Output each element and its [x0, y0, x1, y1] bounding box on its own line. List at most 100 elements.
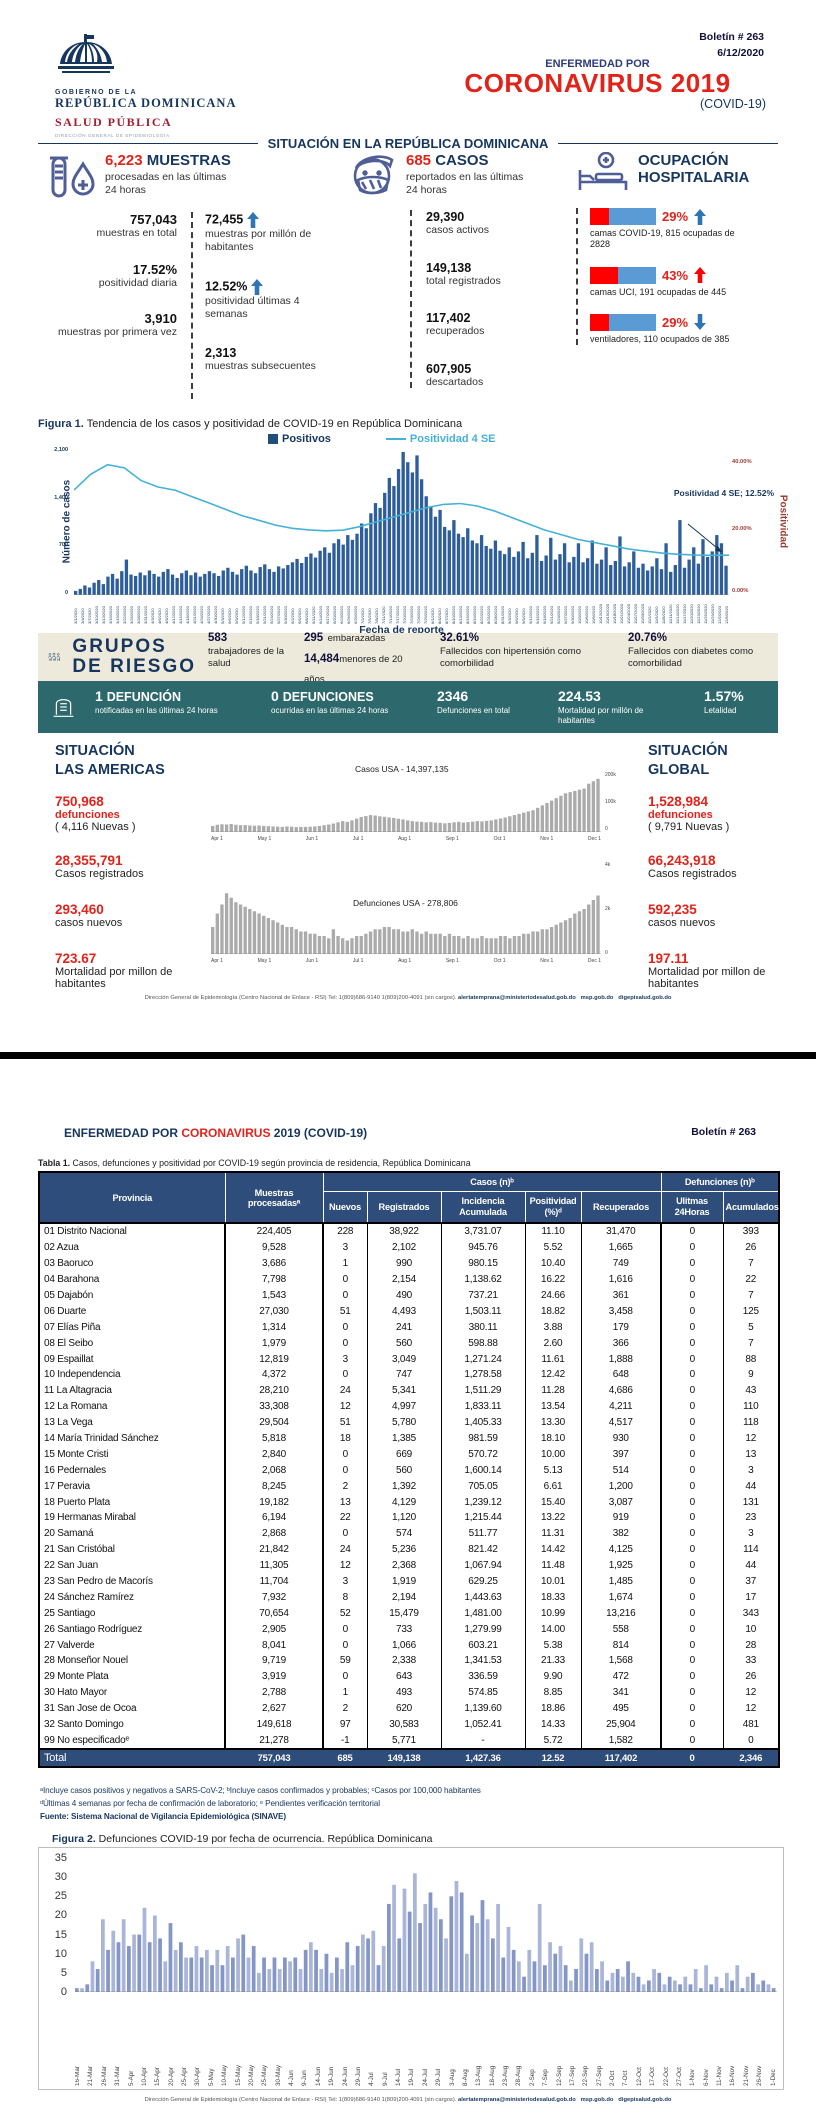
- fig1-x-tick: 11/29/2020: [710, 604, 715, 624]
- bar: [517, 936, 521, 954]
- total-cell: 2,346: [722, 1748, 780, 1768]
- fig2-x-tick: 9-Jul: [381, 2072, 389, 2086]
- cell-provincia: 21 San Cristóbal: [44, 1544, 115, 1556]
- fig1-x-tick: 7/26/2020: [416, 606, 421, 624]
- ocupacion-row: 29% camas COVID-19, 815 ocupadas de 2828: [590, 208, 735, 250]
- table-row: 29 Monte Plata 3,919 0 643 336.59 9.90 472 0 26: [39, 1668, 780, 1685]
- cell-provincia: 24 Sánchez Ramírez: [44, 1591, 134, 1603]
- bar: [280, 924, 284, 954]
- cell-provincia: 08 El Seibo: [44, 1337, 93, 1349]
- fig1-x-tick: 7/29/2020: [423, 606, 428, 624]
- bar: [74, 590, 78, 595]
- bar: [350, 539, 355, 595]
- cell: 495: [580, 1700, 662, 1717]
- cell: 0: [660, 1367, 724, 1383]
- cell: 669: [366, 1446, 441, 1463]
- up-arrow-icon: [246, 212, 259, 228]
- bar: [252, 825, 257, 832]
- cell: 43: [722, 1382, 780, 1399]
- bar: [392, 817, 396, 832]
- cell: 0: [660, 1303, 724, 1320]
- bar: [678, 1984, 682, 1992]
- bar: [231, 1957, 235, 1992]
- bar: [424, 931, 428, 954]
- table-row: 28 Monseñor Nouel 9,719 59 2,338 1,341.53 21.…: [39, 1653, 780, 1669]
- bar: [508, 938, 512, 954]
- bar: [692, 547, 696, 595]
- muestras-value: 6,223: [105, 152, 143, 169]
- table-row: 17 Peravia 8,245 2 1,392 705.05 6.61 1,200 0 44: [39, 1478, 780, 1495]
- usa-x-tick: Nov 1: [540, 836, 554, 842]
- bar: [645, 570, 650, 595]
- stat-item: 12.52% positividad últimas 4 semanas: [205, 279, 300, 320]
- bar: [761, 1980, 766, 1992]
- subcolumn-header: Ulitmas 24Horas: [660, 1191, 724, 1224]
- bar: [381, 1946, 386, 1992]
- cell: 3: [322, 1573, 367, 1590]
- bar: [194, 1946, 199, 1992]
- cell: 2,905: [224, 1621, 323, 1638]
- cell: 0: [660, 1462, 724, 1479]
- bar: [433, 516, 438, 595]
- cell: 23: [722, 1510, 780, 1526]
- cell: 0: [660, 1414, 724, 1431]
- bar: [382, 927, 387, 954]
- stat-item: 3,910 muestras por primera vez: [57, 311, 177, 339]
- bar: [517, 813, 521, 832]
- bar: [323, 547, 327, 595]
- fig2-x-tick: 30-Apr: [194, 2067, 202, 2086]
- bar: [591, 900, 596, 954]
- bar: [709, 1984, 714, 1992]
- bar: [687, 559, 691, 595]
- fig1-x-tick: 11/5/2020: [654, 606, 659, 625]
- bar: [354, 936, 359, 954]
- cell: 747: [366, 1367, 441, 1383]
- annotation-arrow: [687, 523, 723, 553]
- cell-provincia: 10 Independencia: [44, 1369, 121, 1381]
- cell: 341: [580, 1684, 662, 1701]
- bar: [318, 550, 322, 595]
- bar: [655, 558, 659, 595]
- cell: 1,543: [224, 1287, 323, 1304]
- fig1-x-tick: 8/25/2020: [486, 606, 491, 624]
- bar: [234, 902, 238, 954]
- fig2-x-tick: 7-Sep: [542, 2069, 550, 2086]
- bar: [373, 815, 377, 832]
- cell: 14.33: [524, 1716, 581, 1733]
- footer-site2: digepisalud.gob.do: [618, 2097, 672, 2103]
- cell: 343: [722, 1605, 780, 1622]
- bar: [610, 1972, 615, 1992]
- bar: [466, 822, 470, 832]
- bar: [401, 931, 405, 954]
- figura1-chart: Positivos Positividad 4 SE 2,100 1,400 7…: [38, 430, 788, 636]
- bar: [249, 570, 253, 595]
- muestras-sub: procesadas en las últimas 24 horas: [105, 171, 227, 197]
- table-row: 13 La Vega 29,504 51 5,780 1,405.33 13.30 4,51…: [39, 1414, 780, 1431]
- bar: [457, 936, 461, 954]
- occupancy-bar: [590, 208, 656, 225]
- bar: [335, 1957, 339, 1992]
- usa-x-tick: May 1: [257, 958, 272, 964]
- bar: [215, 824, 219, 832]
- fig2-x-tick: 16-Nov: [729, 2065, 737, 2086]
- footnote-1: ᵃIncluye casos positivos y negativos a S…: [40, 1786, 481, 1795]
- bar: [454, 1880, 459, 1992]
- bar: [715, 535, 719, 595]
- bar: [401, 452, 405, 595]
- fig2-x-tick: 12-Oct: [635, 2067, 643, 2086]
- cell-provincia: 32 Santo Domingo: [44, 1719, 124, 1731]
- bar: [294, 827, 298, 832]
- fig1-x-tick: 9/27/2020: [563, 606, 568, 624]
- cell: 4,686: [580, 1382, 662, 1399]
- fig2-x-tick: 15-May: [234, 2065, 242, 2086]
- table-row: 19 Hermanas Mirabal 6,194 22 1,120 1,215.44 1…: [39, 1510, 780, 1526]
- fig2-x-tick: 2-Sep: [528, 2069, 536, 2086]
- cell: 1,665: [580, 1239, 662, 1256]
- cell: 1,278.58: [440, 1367, 525, 1383]
- bar: [572, 556, 576, 595]
- bar: [276, 922, 280, 954]
- bar: [257, 913, 261, 954]
- bar: [447, 933, 452, 954]
- grupo-stat: 583 trabajadores de la salud: [208, 632, 285, 669]
- cell: 0: [322, 1287, 367, 1304]
